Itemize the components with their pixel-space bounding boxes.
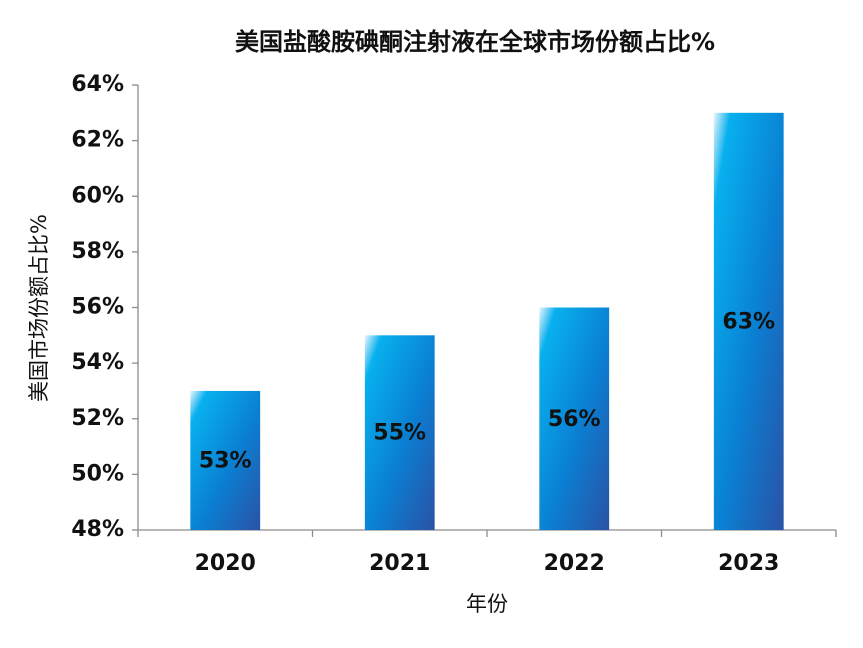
y-tick-label: 64% [71, 72, 124, 97]
y-tick-label: 56% [71, 295, 124, 320]
y-tick-label: 52% [71, 406, 124, 431]
value-label: 53% [199, 448, 252, 473]
x-tick-label: 2020 [195, 551, 256, 576]
x-tick-label: 2021 [369, 551, 430, 576]
bar [364, 335, 435, 530]
y-tick-label: 62% [71, 128, 124, 153]
y-tick-label: 58% [71, 239, 124, 264]
value-label: 56% [548, 407, 601, 432]
y-tick-label: 50% [71, 461, 124, 486]
x-axis-label: 年份 [466, 592, 508, 616]
y-tick-label: 48% [71, 517, 124, 542]
y-tick-label: 54% [71, 350, 124, 375]
bar [713, 112, 784, 530]
y-tick-label: 60% [71, 183, 124, 208]
chart-title: 美国盐酸胺碘酮注射液在全球市场份额占比% [235, 28, 715, 56]
value-label: 63% [722, 309, 775, 334]
x-tick-label: 2022 [544, 551, 605, 576]
y-axis-label: 美国市场份额占比% [27, 214, 51, 402]
bar [539, 307, 610, 530]
value-label: 55% [373, 421, 426, 446]
bar [190, 390, 261, 530]
x-tick-label: 2023 [718, 551, 779, 576]
